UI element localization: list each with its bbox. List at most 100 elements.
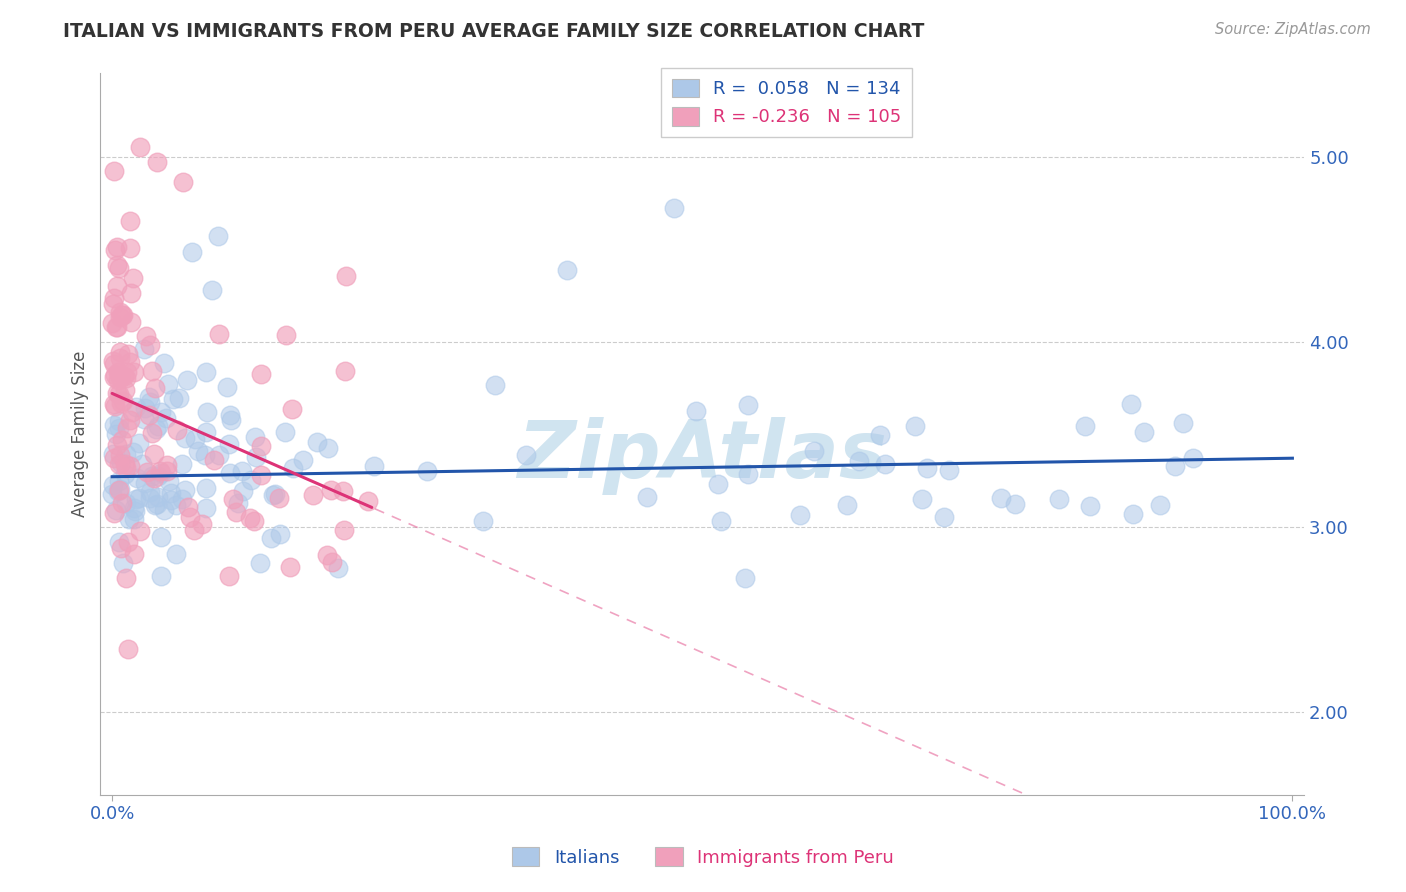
Point bbox=[136, 466, 159, 480]
Point bbox=[803, 444, 825, 458]
Point bbox=[191, 517, 214, 532]
Point bbox=[131, 457, 153, 471]
Point bbox=[326, 561, 349, 575]
Point bbox=[115, 447, 138, 461]
Point bbox=[108, 370, 131, 384]
Point bbox=[143, 498, 166, 512]
Point bbox=[1181, 451, 1204, 466]
Point bbox=[121, 445, 143, 459]
Point bbox=[222, 492, 245, 507]
Point bbox=[125, 471, 148, 485]
Point bbox=[156, 464, 179, 478]
Point bbox=[1004, 497, 1026, 511]
Legend: R =  0.058   N = 134, R = -0.236   N = 105: R = 0.058 N = 134, R = -0.236 N = 105 bbox=[661, 68, 912, 137]
Point bbox=[108, 387, 131, 401]
Point bbox=[217, 380, 239, 394]
Point bbox=[225, 506, 247, 520]
Point bbox=[120, 315, 142, 329]
Point bbox=[242, 514, 264, 528]
Point bbox=[685, 404, 707, 418]
Point bbox=[101, 297, 124, 311]
Point bbox=[321, 555, 343, 569]
Point bbox=[112, 369, 135, 384]
Point bbox=[333, 364, 356, 378]
Point bbox=[869, 427, 891, 442]
Point bbox=[555, 262, 578, 277]
Point bbox=[111, 309, 134, 323]
Point bbox=[662, 201, 685, 215]
Point bbox=[274, 425, 297, 439]
Point bbox=[143, 447, 166, 461]
Point bbox=[125, 401, 148, 415]
Point bbox=[108, 310, 131, 324]
Point bbox=[103, 418, 125, 433]
Point bbox=[249, 438, 271, 452]
Point bbox=[105, 386, 128, 401]
Point bbox=[120, 285, 142, 300]
Point bbox=[138, 394, 160, 409]
Point bbox=[1171, 416, 1194, 430]
Point bbox=[104, 244, 127, 258]
Point bbox=[187, 443, 209, 458]
Point bbox=[103, 291, 125, 305]
Point bbox=[138, 408, 160, 422]
Point bbox=[114, 467, 136, 482]
Point bbox=[321, 483, 343, 498]
Point bbox=[232, 483, 254, 498]
Point bbox=[114, 384, 136, 398]
Point bbox=[124, 512, 146, 526]
Point bbox=[134, 401, 156, 415]
Point bbox=[103, 369, 125, 384]
Point bbox=[195, 425, 218, 439]
Point bbox=[128, 436, 150, 450]
Point bbox=[107, 483, 129, 497]
Point bbox=[291, 452, 314, 467]
Point bbox=[1133, 425, 1156, 440]
Point bbox=[904, 418, 927, 433]
Point bbox=[101, 478, 124, 492]
Point bbox=[114, 496, 136, 510]
Point bbox=[737, 398, 759, 412]
Point bbox=[110, 541, 132, 555]
Point bbox=[111, 556, 134, 570]
Point bbox=[128, 140, 150, 154]
Point bbox=[108, 261, 131, 276]
Point bbox=[107, 365, 129, 379]
Point bbox=[118, 355, 141, 369]
Point bbox=[195, 405, 218, 419]
Point bbox=[249, 556, 271, 570]
Text: ITALIAN VS IMMIGRANTS FROM PERU AVERAGE FAMILY SIZE CORRELATION CHART: ITALIAN VS IMMIGRANTS FROM PERU AVERAGE … bbox=[63, 22, 925, 41]
Point bbox=[174, 431, 197, 445]
Point bbox=[107, 373, 129, 387]
Point bbox=[138, 338, 160, 352]
Point bbox=[107, 319, 129, 334]
Point bbox=[239, 510, 262, 524]
Point bbox=[108, 414, 131, 428]
Point bbox=[104, 320, 127, 334]
Point bbox=[281, 401, 304, 416]
Point bbox=[173, 483, 195, 498]
Point bbox=[305, 434, 328, 449]
Point bbox=[149, 464, 172, 478]
Point bbox=[134, 412, 156, 426]
Point bbox=[932, 510, 955, 524]
Point bbox=[208, 448, 231, 462]
Point bbox=[226, 496, 249, 510]
Point bbox=[1122, 507, 1144, 521]
Point bbox=[110, 351, 132, 365]
Point bbox=[107, 258, 129, 272]
Point bbox=[710, 514, 733, 528]
Point bbox=[172, 492, 194, 507]
Y-axis label: Average Family Size: Average Family Size bbox=[72, 351, 89, 517]
Point bbox=[120, 458, 142, 473]
Point bbox=[103, 164, 125, 178]
Point bbox=[165, 547, 187, 561]
Point bbox=[122, 547, 145, 561]
Point bbox=[118, 213, 141, 227]
Point bbox=[260, 531, 283, 545]
Point bbox=[155, 410, 177, 425]
Point bbox=[149, 530, 172, 544]
Point bbox=[636, 490, 658, 504]
Point bbox=[363, 458, 385, 473]
Point bbox=[515, 448, 537, 462]
